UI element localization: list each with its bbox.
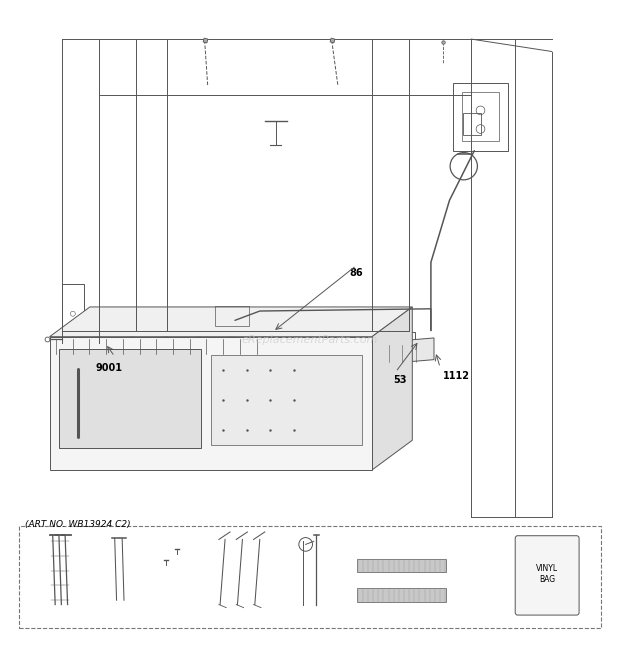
Text: 9001: 9001 [95,363,122,373]
Polygon shape [375,338,434,365]
Bar [463,114,480,136]
Bar [62,284,84,362]
FancyBboxPatch shape [515,535,579,615]
Bar [453,83,508,151]
Bar [211,356,362,446]
Bar [59,349,201,448]
Bar [462,92,499,141]
Text: 53: 53 [393,375,407,385]
Bar [81,332,415,346]
Bar [215,307,249,327]
Text: VINYL
BAG: VINYL BAG [536,564,558,584]
Bar [251,334,265,417]
Polygon shape [50,307,412,336]
Bar [50,336,372,470]
Bar [19,525,601,628]
Bar [356,559,446,572]
Text: 86: 86 [350,268,363,278]
Text: 1112: 1112 [443,371,471,381]
Bar [356,588,446,602]
Polygon shape [372,307,412,470]
Text: (ART NO. WB13924 C2): (ART NO. WB13924 C2) [25,520,130,529]
Text: eReplacementParts.com: eReplacementParts.com [242,335,378,345]
